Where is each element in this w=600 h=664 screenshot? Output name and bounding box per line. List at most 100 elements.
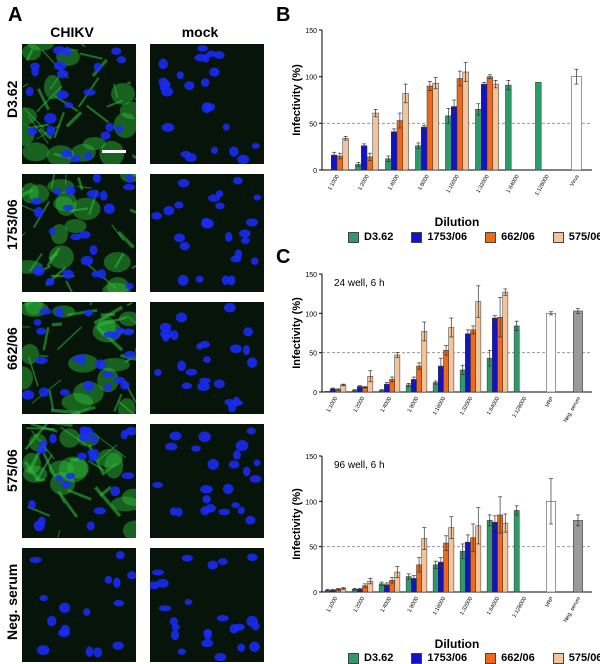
bar (402, 93, 409, 171)
chart-c2-svg: 0 50 100 150 Infectivity (%) 96 well, 6 h 1:10… (291, 454, 592, 651)
y-tick-label: 50 (309, 351, 317, 358)
micrograph-57506-mock (150, 424, 264, 538)
bar (390, 131, 398, 171)
bar (426, 85, 434, 171)
chart-title: 96 well, 6 h (334, 460, 385, 471)
bar (502, 291, 509, 393)
legend-label: D3.62 (364, 652, 394, 664)
bar (394, 354, 401, 393)
column-header-mock: mock (181, 24, 219, 40)
bar (513, 325, 520, 393)
legend-label: 575/06 (568, 231, 600, 243)
x-tick-label: Neg. serum (563, 596, 583, 624)
y-axis-label: Infectivity (%) (291, 488, 303, 560)
legend-swatch (348, 231, 359, 243)
bar (445, 115, 452, 171)
bar (456, 78, 464, 171)
micrograph-175306-chikv (22, 174, 136, 292)
x-tick-label: 1:32000 (459, 596, 474, 616)
x-tick-label: VRP (544, 396, 555, 409)
bar (360, 145, 368, 171)
legend-label: 1753/06 (427, 652, 468, 664)
y-tick-label: 100 (305, 499, 317, 506)
legend-swatch (411, 231, 423, 243)
y-tick-label: 50 (309, 121, 317, 128)
bar (443, 350, 449, 393)
chart-panel-b: 0 50 100 150 Infectivity (%) 1:1000 1:2000 1:40… (280, 24, 598, 251)
bar (450, 106, 458, 171)
x-tick-label: 1:128000 (512, 396, 529, 419)
row-label-662: 662/06 (4, 327, 20, 370)
x-tick-label: 1:1000 (326, 596, 340, 614)
y-tick-label: 0 (313, 590, 317, 597)
y-tick-label: 50 (309, 545, 317, 552)
legend-swatch (485, 652, 497, 664)
y-tick-label: 150 (305, 28, 317, 35)
chart-title: 24 well, 6 h (334, 278, 385, 289)
x-tick-label: 1:1000 (326, 396, 340, 414)
bar (513, 510, 520, 593)
bar (432, 564, 439, 593)
micrograph-57506-chikv (22, 424, 136, 538)
chart-panel-c-96well: 0 50 100 150 Infectivity (%) 96 well, 6 h 1:10… (280, 450, 598, 655)
x-tick-label: 1:128000 (534, 174, 551, 197)
x-tick-label: 1:2000 (357, 174, 371, 192)
x-tick-label: 1:2000 (353, 596, 367, 614)
legend-label: D3.62 (364, 231, 394, 243)
bar (465, 333, 471, 393)
x-tick-label: 1:64000 (486, 396, 501, 416)
x-tick-label: 1:8000 (407, 396, 421, 414)
legend-item: 575/06 (552, 231, 600, 243)
x-tick-label: 1:2000 (353, 396, 367, 414)
bar (470, 329, 476, 393)
x-tick-label: Neg. serum (563, 396, 583, 424)
micrograph-negserum-mock (150, 548, 264, 662)
row-label-neg-serum: Neg. serum (4, 563, 20, 640)
legend-item: 575/06 (552, 652, 600, 664)
x-tick-label: 1:128000 (512, 596, 529, 619)
legend-panel-b: D3.62 1753/06 662/06 575/06 (348, 231, 600, 243)
row-label-575: 575/06 (4, 449, 20, 492)
x-tick-label: 1:64000 (486, 596, 501, 616)
legend-label: 662/06 (501, 652, 535, 664)
legend-label: 1753/06 (427, 231, 468, 243)
legend-swatch (552, 652, 564, 664)
bar (432, 82, 439, 171)
x-tick-label: 1:4000 (380, 396, 394, 414)
y-tick-label: 100 (305, 311, 317, 318)
legend-item: 1753/06 (411, 231, 467, 243)
bar (505, 84, 512, 171)
legend-item: 1753/06 (411, 652, 467, 664)
bar (480, 83, 488, 171)
x-axis-label: Dilution (435, 215, 480, 229)
bar (535, 82, 542, 171)
y-tick-label: 100 (305, 75, 317, 82)
micrograph-negserum-chikv (22, 548, 136, 662)
legend-swatch (411, 652, 423, 664)
x-tick-label: 1:8000 (417, 174, 431, 192)
legend-item: D3.62 (348, 231, 393, 243)
micrograph-175306-mock (150, 174, 264, 292)
x-tick-label: 1:32000 (476, 174, 491, 194)
x-tick-label: Virus (569, 174, 581, 188)
x-tick-label: 1:16000 (432, 596, 447, 616)
bar (486, 520, 493, 593)
x-tick-label: 1:4000 (387, 174, 401, 192)
legend-swatch (552, 231, 564, 243)
row-label-1753: 1753/06 (4, 199, 20, 250)
bar (573, 310, 583, 393)
bar (570, 76, 582, 171)
row-label-d362: D3.62 (4, 80, 20, 118)
bar (502, 522, 509, 593)
x-tick-label: VRP (544, 596, 555, 609)
bar (475, 109, 482, 171)
x-tick-label: 1:16000 (432, 396, 447, 416)
x-tick-label: 1:8000 (407, 596, 421, 614)
bar (420, 126, 428, 171)
micrograph-d362-mock (150, 44, 264, 164)
bar (415, 145, 422, 171)
bar (342, 138, 349, 171)
legend-swatch (348, 652, 359, 664)
micrograph-d362-chikv (22, 44, 136, 164)
legend-item: D3.62 (348, 652, 393, 664)
